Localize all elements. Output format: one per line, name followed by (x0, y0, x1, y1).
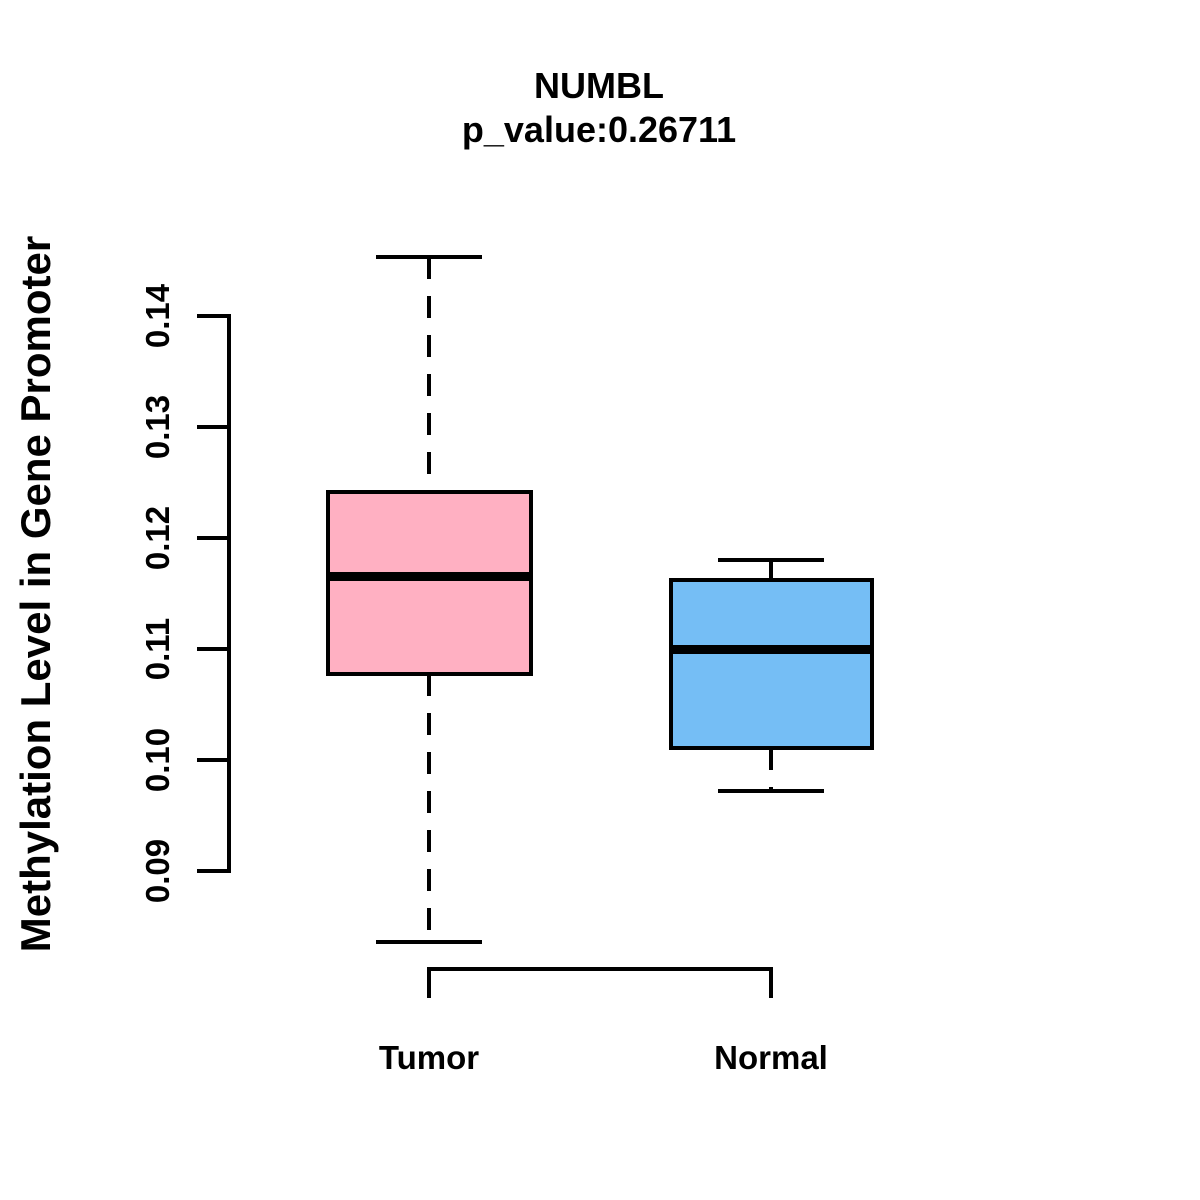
chart-title-block: NUMBL p_value:0.26711 (462, 64, 736, 152)
y-axis-line (227, 313, 231, 873)
y-axis-tick-label: 0.10 (139, 727, 176, 792)
tumor-upper-whisker-cap (376, 254, 482, 259)
y-axis-tick-label: 0.14 (139, 283, 176, 348)
y-axis-tick-label: 0.13 (139, 394, 176, 459)
tumor-upper-whisker (427, 256, 431, 492)
tumor-category-label: Tumor (378, 1039, 480, 1076)
y-axis-tick (197, 424, 227, 429)
tumor-box (325, 489, 533, 677)
y-axis-tick (197, 313, 227, 318)
tumor-lower-whisker (427, 674, 431, 942)
y-axis-tick-label: 0.12 (139, 505, 176, 570)
y-axis-tick (197, 646, 227, 651)
normal-upper-whisker (769, 559, 773, 580)
x-axis-line (427, 967, 773, 971)
normal-lower-whisker (769, 748, 773, 791)
y-axis-tick (197, 868, 227, 873)
chart-subtitle: p_value:0.26711 (461, 109, 737, 150)
y-axis-tick (197, 757, 227, 762)
y-axis-tick-label: 0.11 (139, 617, 176, 680)
normal-median-line (668, 645, 874, 655)
normal-lower-whisker-cap (718, 788, 824, 793)
chart-title: NUMBL (534, 65, 664, 106)
tumor-lower-whisker-cap (376, 939, 482, 944)
x-axis-tick-left (427, 967, 431, 998)
x-axis-tick-right (769, 967, 773, 998)
normal-box (668, 577, 874, 751)
normal-upper-whisker-cap (718, 557, 824, 562)
y-axis-tick-label: 0.09 (139, 838, 176, 903)
normal-category-label: Normal (714, 1039, 828, 1076)
y-axis-tick (197, 535, 227, 540)
tumor-median-line (325, 571, 533, 581)
